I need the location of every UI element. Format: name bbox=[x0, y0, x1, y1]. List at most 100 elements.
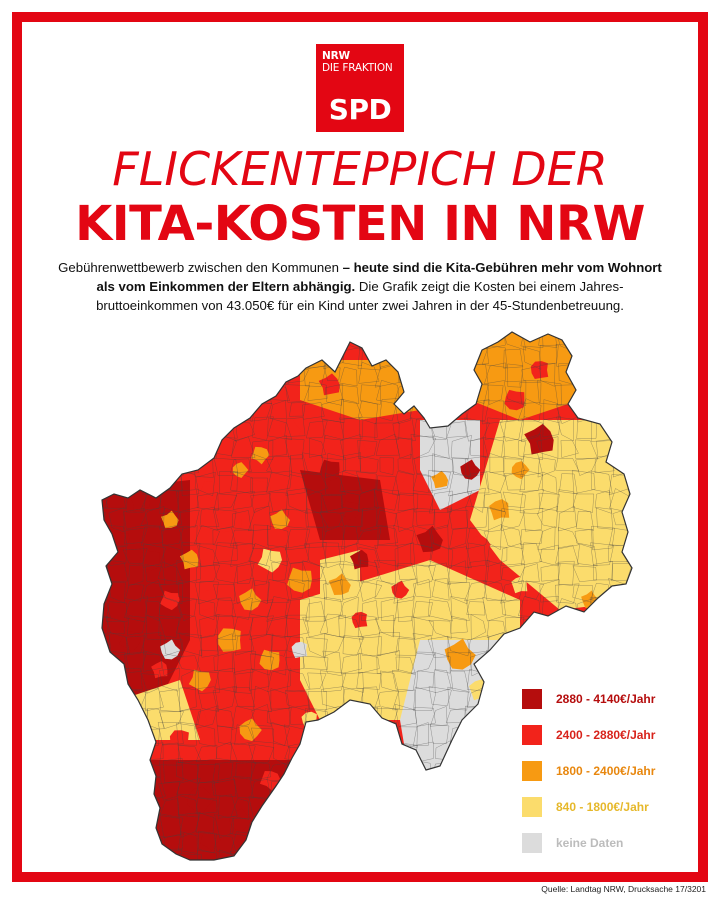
municipality-border bbox=[102, 813, 107, 839]
municipality-border bbox=[574, 615, 596, 635]
map-region bbox=[291, 641, 308, 659]
municipality-border bbox=[159, 667, 181, 692]
municipality-border bbox=[594, 851, 613, 860]
municipality-border bbox=[341, 525, 359, 550]
municipality-border bbox=[325, 781, 343, 798]
municipality-border bbox=[102, 797, 112, 820]
municipality-border bbox=[214, 493, 238, 509]
municipality-border bbox=[195, 565, 221, 584]
municipality-border bbox=[482, 400, 505, 425]
municipality-border bbox=[102, 546, 108, 565]
municipality-border bbox=[212, 366, 238, 386]
municipality-border bbox=[110, 345, 125, 368]
municipality-border bbox=[127, 868, 146, 887]
municipality-border bbox=[450, 596, 470, 622]
municipality-border bbox=[108, 507, 125, 533]
municipality-border bbox=[158, 507, 182, 530]
municipality-border bbox=[268, 811, 292, 833]
municipality-border bbox=[627, 650, 632, 675]
municipality-border bbox=[285, 474, 306, 496]
municipality-border bbox=[554, 631, 576, 657]
municipality-border bbox=[163, 439, 184, 459]
municipality-border bbox=[214, 814, 234, 839]
municipality-border bbox=[104, 690, 130, 708]
legend-item: 1800 - 2400€/Jahr bbox=[522, 760, 655, 782]
municipality-border bbox=[177, 745, 202, 764]
municipality-border bbox=[358, 812, 381, 838]
legend-label: 2400 - 2880€/Jahr bbox=[556, 728, 656, 742]
municipality-border bbox=[539, 363, 556, 387]
municipality-border bbox=[144, 564, 166, 586]
municipality-border bbox=[626, 439, 632, 458]
municipality-border bbox=[592, 638, 616, 657]
municipality-border bbox=[555, 545, 579, 565]
municipality-border bbox=[356, 528, 382, 549]
municipality-border bbox=[107, 870, 128, 890]
municipality-border bbox=[428, 345, 449, 369]
municipality-border bbox=[254, 579, 270, 605]
municipality-border bbox=[392, 332, 418, 351]
municipality-border bbox=[575, 632, 598, 656]
municipality-border bbox=[557, 527, 580, 550]
municipality-border bbox=[486, 884, 505, 890]
municipality-border bbox=[198, 581, 219, 605]
municipality-border bbox=[502, 491, 526, 508]
municipality-border bbox=[522, 886, 542, 890]
logo-line-nrw: NRW bbox=[322, 50, 350, 62]
municipality-border bbox=[102, 776, 111, 800]
municipality-border bbox=[391, 849, 417, 860]
municipality-border bbox=[248, 453, 273, 474]
municipality-border bbox=[590, 542, 614, 566]
legend-label: 1800 - 2400€/Jahr bbox=[556, 764, 656, 778]
municipality-border bbox=[412, 472, 433, 494]
map-region bbox=[248, 479, 271, 502]
municipality-border bbox=[248, 743, 275, 764]
municipality-border bbox=[214, 667, 238, 693]
municipality-border bbox=[302, 452, 323, 475]
municipality-border bbox=[486, 619, 506, 638]
municipality-border bbox=[414, 816, 434, 835]
municipality-border bbox=[626, 474, 632, 494]
map-region bbox=[270, 509, 290, 530]
map-region bbox=[102, 480, 190, 700]
municipality-border bbox=[340, 509, 363, 527]
municipality-border bbox=[102, 835, 112, 849]
municipality-border bbox=[104, 422, 127, 441]
municipality-border bbox=[503, 814, 523, 837]
map-region bbox=[187, 786, 215, 814]
municipality-border bbox=[520, 416, 545, 443]
municipality-border bbox=[320, 495, 343, 513]
municipality-border bbox=[489, 453, 505, 473]
municipality-border bbox=[142, 472, 163, 495]
municipality-border bbox=[304, 797, 327, 820]
municipality-border bbox=[542, 416, 561, 438]
municipality-border bbox=[465, 527, 489, 550]
municipality-border bbox=[502, 332, 527, 351]
municipality-border bbox=[163, 639, 184, 658]
municipality-border bbox=[126, 398, 149, 420]
municipality-border bbox=[557, 560, 575, 586]
municipality-border bbox=[501, 564, 526, 584]
municipality-border bbox=[178, 868, 201, 890]
municipality-border bbox=[121, 416, 148, 441]
municipality-border bbox=[273, 742, 291, 766]
map-region bbox=[259, 771, 281, 791]
municipality-border bbox=[269, 886, 288, 890]
municipality-border bbox=[104, 399, 128, 423]
logo-mark: SPD bbox=[328, 93, 392, 126]
municipality-border bbox=[251, 704, 272, 727]
municipality-border bbox=[500, 831, 525, 856]
municipality-border bbox=[468, 778, 490, 802]
municipality-border bbox=[428, 620, 452, 639]
municipality-border bbox=[102, 471, 110, 495]
map-region bbox=[489, 499, 510, 521]
municipality-border bbox=[199, 869, 216, 888]
municipality-border bbox=[375, 886, 399, 890]
municipality-border bbox=[301, 813, 328, 837]
municipality-border bbox=[176, 509, 200, 528]
municipality-border bbox=[102, 722, 108, 748]
legend-item: 840 - 1800€/Jahr bbox=[522, 796, 649, 818]
municipality-border bbox=[128, 564, 144, 587]
municipality-border bbox=[576, 362, 598, 386]
municipality-border bbox=[430, 795, 455, 816]
